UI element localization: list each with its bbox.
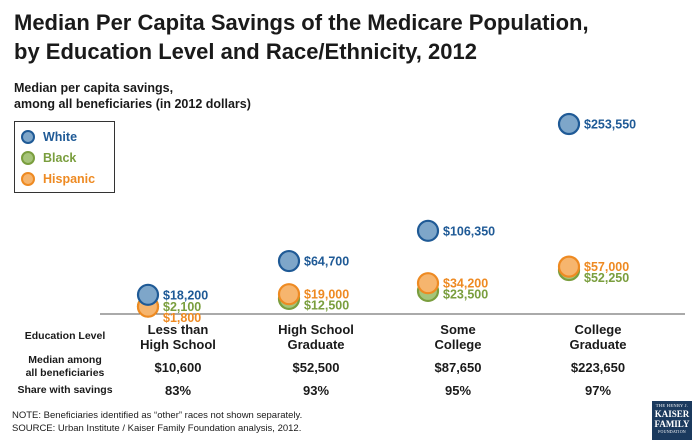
legend-marker-hispanic — [21, 172, 35, 186]
share-value-college-graduate: 97% — [584, 383, 612, 398]
legend-marker-black — [21, 151, 35, 165]
share-value-some-college: 95% — [444, 383, 472, 398]
row-label-share: Share with savings — [17, 384, 113, 396]
point-white-college-graduate — [557, 112, 581, 136]
subtitle-line-1: Median per capita savings, — [14, 81, 174, 95]
legend-marker-white — [21, 130, 35, 144]
row-label-median: Median among all beneficiaries — [10, 354, 120, 380]
share-value-high-school-graduate: 93% — [302, 383, 330, 398]
legend-item-black: Black — [21, 149, 76, 167]
label-hispanic-less-than-high-school: $1,800 — [163, 311, 201, 325]
share-value-less-than-high-school: 83% — [164, 383, 192, 398]
legend-item-white: White — [21, 128, 77, 146]
median-value-less-than-high-school: $10,600 — [154, 360, 202, 375]
data-points: $18,200$2,100$1,800 $64,700 $19,000$12,500… — [136, 112, 636, 325]
chart-legend: White Black Hispanic — [14, 121, 115, 193]
label-white-less-than-high-school: $18,200 — [163, 288, 208, 302]
point-hispanic-high-school-graduate — [277, 283, 301, 306]
label-white-some-college: $106,350 — [443, 224, 495, 238]
category-label-high-school-graduate: High School Graduate — [251, 322, 381, 352]
label-white-college-graduate: $253,550 — [584, 118, 636, 132]
label-black-college-graduate: $52,250 — [584, 271, 629, 285]
point-white-some-college — [416, 219, 440, 242]
category-line-2: High School — [140, 337, 216, 352]
source-note: SOURCE: Urban Institute / Kaiser Family … — [12, 423, 302, 434]
label-black-less-than-high-school: $2,100 — [163, 300, 201, 314]
median-value-college-graduate: $223,650 — [570, 360, 626, 375]
legend-label-white: White — [43, 130, 78, 144]
category-label-some-college: Some College — [393, 322, 523, 352]
kff-logo: THE HENRY J. KAISER FAMILY FOUNDATION — [652, 401, 692, 440]
row-label-median-line-2: all beneficiaries — [25, 367, 105, 379]
label-hispanic-high-school-graduate: $19,000 — [304, 288, 349, 302]
point-hispanic-some-college — [416, 272, 440, 295]
label-black-some-college: $23,500 — [443, 288, 488, 302]
median-value-high-school-graduate: $52,500 — [292, 360, 340, 375]
category-label-college-graduate: College Graduate — [533, 322, 663, 352]
category-line-2: Graduate — [287, 337, 345, 352]
label-black-high-school-graduate: $12,500 — [304, 299, 349, 313]
title-line-1: Median Per Capita Savings of the Medicar… — [14, 10, 589, 35]
category-line-1: College — [574, 322, 622, 337]
title-line-2: by Education Level and Race/Ethnicity, 2… — [14, 39, 477, 64]
category-line-1: Less than — [147, 322, 209, 337]
legend-item-hispanic: Hispanic — [21, 170, 95, 188]
subtitle-line-2: among all beneficiaries (in 2012 dollars… — [14, 97, 251, 111]
footnote: NOTE: Beneficiaries identified as “other… — [12, 410, 303, 421]
label-white-high-school-graduate: $64,700 — [304, 255, 349, 269]
category-line-2: Graduate — [569, 337, 627, 352]
label-hispanic-some-college: $34,200 — [443, 277, 488, 291]
point-white-high-school-graduate — [277, 249, 301, 273]
legend-label-black: Black — [43, 151, 77, 165]
label-hispanic-college-graduate: $57,000 — [584, 260, 629, 274]
y-axis-description: Median per capita savings, among all ben… — [14, 80, 344, 112]
category-label-less-than-high-school: Less than High School — [113, 322, 243, 352]
category-line-1: Some — [440, 322, 476, 337]
row-label-median-line-1: Median among — [28, 354, 102, 366]
chart-title: Median Per Capita Savings of the Medicar… — [14, 8, 684, 66]
point-white-less-than-high-school — [136, 283, 160, 306]
row-label-education: Education Level — [24, 330, 106, 342]
category-line-2: College — [434, 337, 482, 352]
legend-label-hispanic: Hispanic — [43, 172, 96, 186]
point-hispanic-college-graduate — [557, 255, 581, 278]
median-value-some-college: $87,650 — [434, 360, 482, 375]
category-line-1: High School — [278, 322, 354, 337]
